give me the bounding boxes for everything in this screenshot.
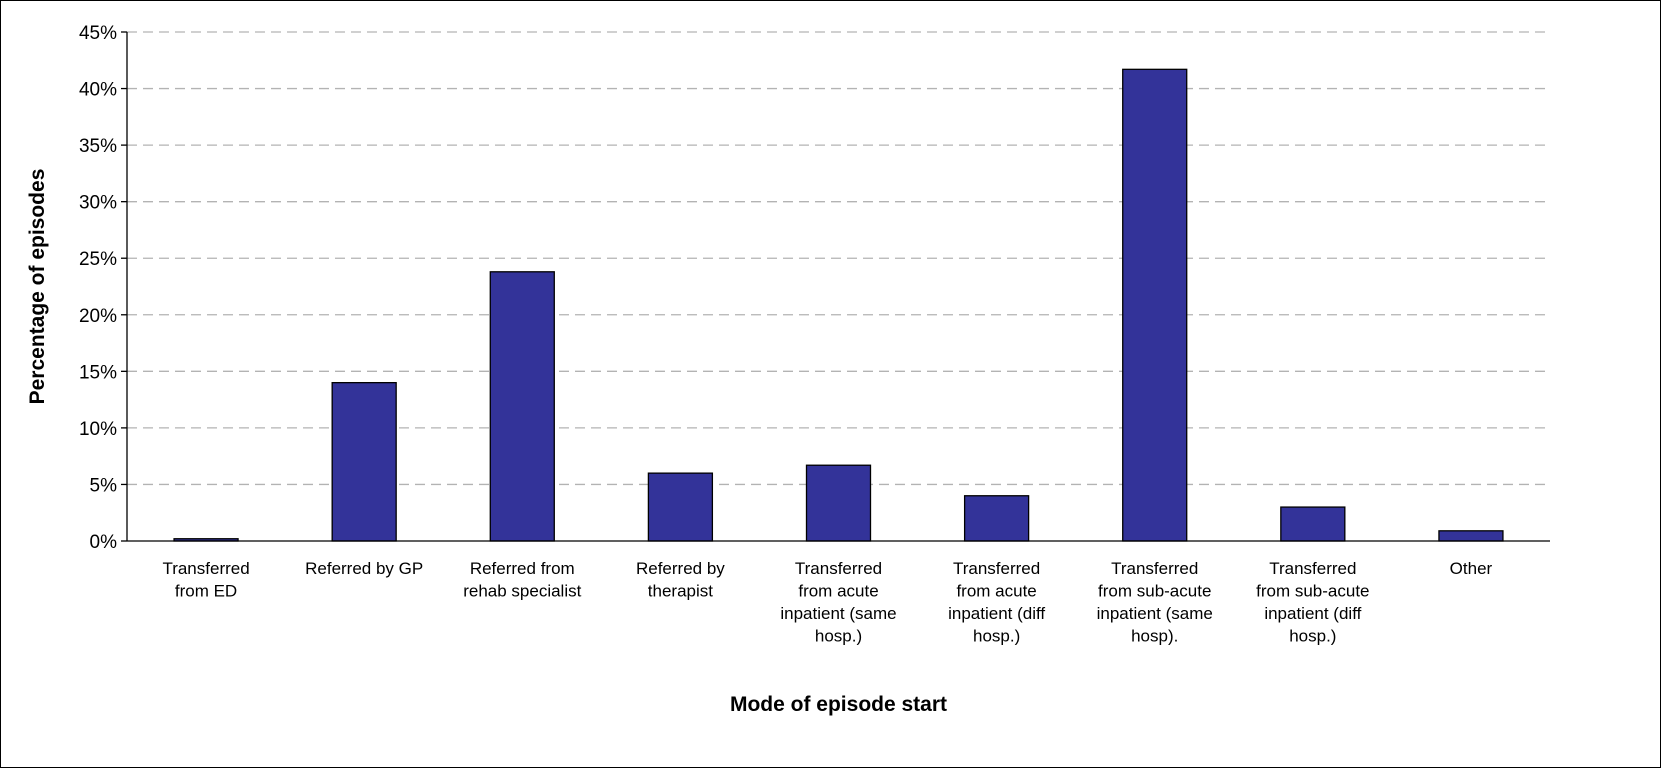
- bar: [963, 495, 1030, 542]
- bar: [1122, 68, 1188, 542]
- bar: [647, 472, 714, 542]
- y-tick-label: 45%: [79, 23, 117, 44]
- x-tick-label: Transferred from ED: [162, 559, 249, 601]
- bar: [1438, 530, 1504, 542]
- bars: [173, 68, 1504, 542]
- x-tick-label: Transferred from acute inpatient (diff hosp…: [948, 559, 1045, 646]
- y-tick-label: 20%: [79, 306, 117, 327]
- bar: [331, 381, 397, 542]
- x-tick-label: Referred by therapist: [636, 559, 725, 601]
- gridlines: [127, 31, 1550, 486]
- x-tick-label: Referred from rehab specialist: [463, 559, 581, 601]
- y-tick-label: 15%: [79, 362, 117, 383]
- x-tick-label: Transferred from sub-acute inpatient (diff…: [1256, 559, 1369, 646]
- x-tick-labels: Transferred from ED Referred by GP Referred…: [162, 559, 1492, 646]
- bar: [489, 271, 555, 542]
- bar: [1280, 506, 1346, 542]
- y-tick-label: 10%: [79, 419, 117, 440]
- y-tick-labels: 0% 5% 10% 15% 20% 25% 30% 35% 40% 45%: [79, 23, 117, 553]
- y-axis-title: Percentage of episodes: [26, 169, 49, 405]
- y-tick-label: 0%: [90, 532, 118, 553]
- y-tick-label: 35%: [79, 136, 117, 157]
- x-axis-title: Mode of episode start: [730, 693, 947, 716]
- x-tick-label: Other: [1450, 559, 1493, 578]
- x-tick-label: Referred by GP: [305, 559, 423, 578]
- bar: [805, 464, 872, 542]
- y-tick-label: 5%: [90, 475, 118, 496]
- y-tick-label: 40%: [79, 80, 117, 101]
- x-tick-label: Transferred from sub-acute inpatient (same…: [1097, 559, 1213, 646]
- axes: [121, 31, 1550, 542]
- y-tick-label: 25%: [79, 249, 117, 270]
- y-tick-label: 30%: [79, 193, 117, 214]
- x-tick-label: Transferred from acute inpatient (same hosp…: [780, 559, 896, 646]
